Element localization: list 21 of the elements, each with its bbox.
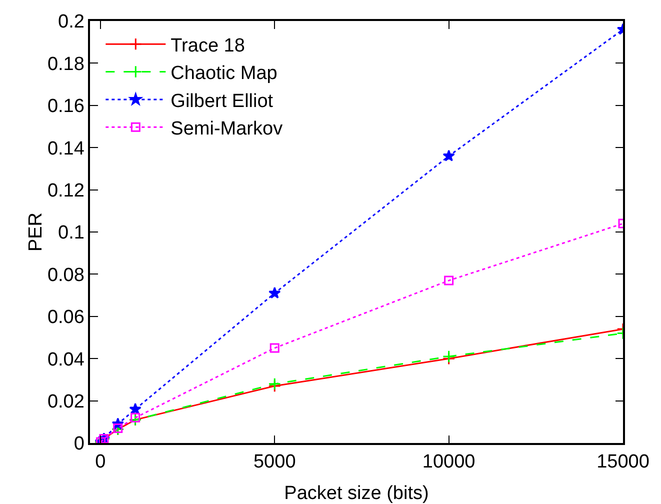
y-tick-label: 0.2 [58,12,84,33]
y-tick-label: 0.02 [47,391,84,412]
x-axis-title: Packet size (bits) [284,483,429,504]
y-tick-label: 0.06 [47,307,84,328]
legend-label: Semi-Markov [170,118,284,140]
y-tick-label: 0.12 [47,180,84,202]
y-axis-title: PER [26,212,46,252]
y-tick-label: 0.08 [47,264,84,286]
y-tick-label: 0.16 [47,96,84,118]
y-tick-label: 0.1 [58,222,84,244]
y-tick-label: 0.04 [47,349,85,370]
x-tick-label: 10000 [422,452,476,473]
legend-label: Chaotic Map [170,63,278,84]
x-tick-label: 15000 [596,452,650,473]
legend-label: Gilbert Elliot [170,90,274,112]
y-tick-label: 0.18 [47,54,84,75]
y-tick-label: 0.14 [47,138,85,160]
y-tick-label: 0 [74,434,84,455]
x-tick-label: 5000 [253,452,296,473]
legend-label: Trace 18 [170,35,245,56]
x-tick-label: 0 [95,452,106,473]
